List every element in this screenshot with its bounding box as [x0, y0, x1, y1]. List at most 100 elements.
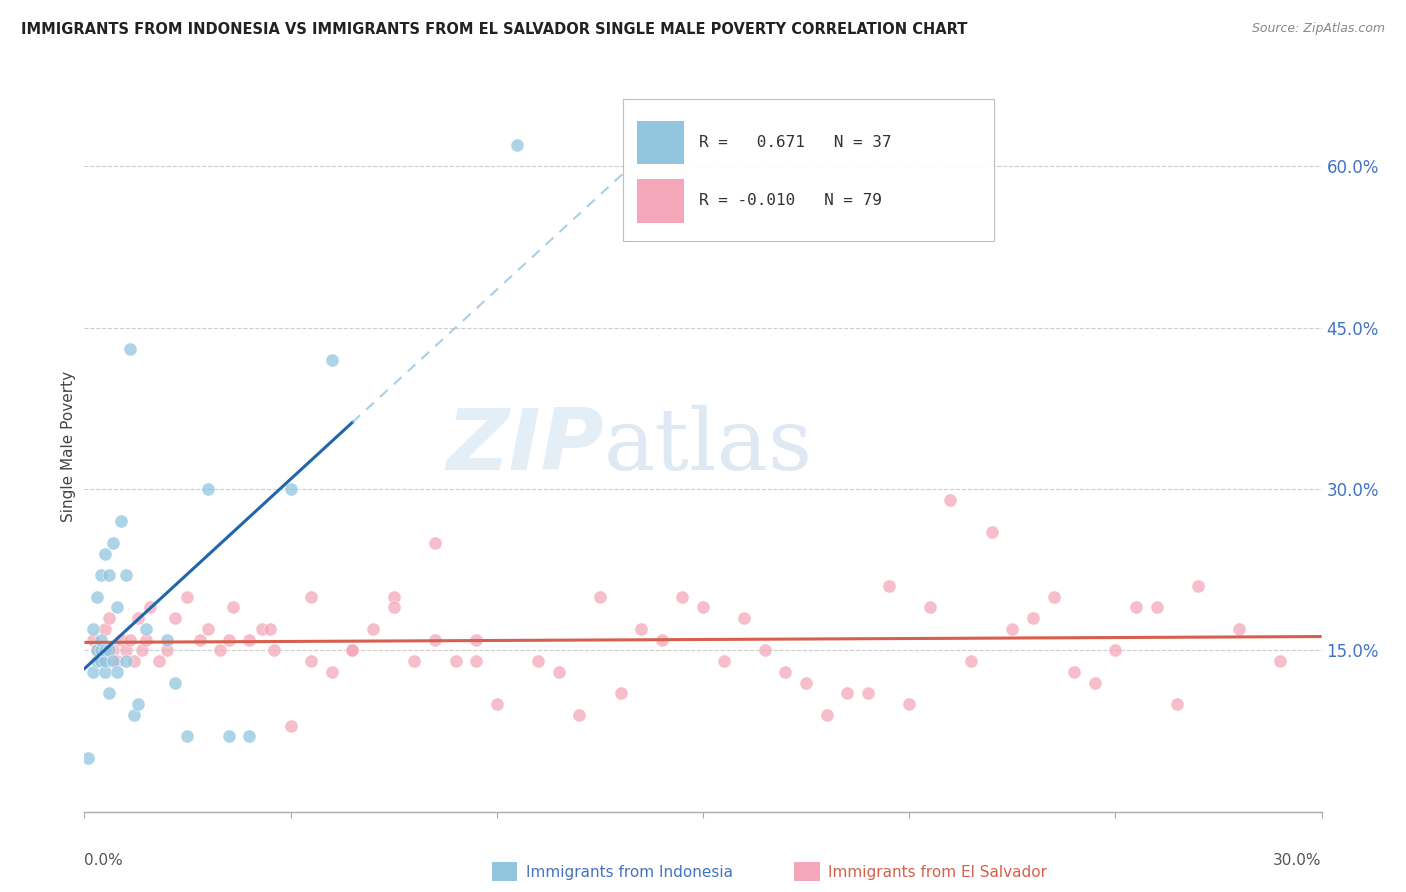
Point [547, 665, 569, 679]
Point [90, 643, 112, 657]
Point [1063, 665, 1085, 679]
Point [98, 611, 121, 625]
Point [165, 611, 187, 625]
Point [82, 665, 104, 679]
Point [135, 622, 157, 636]
Point [105, 600, 128, 615]
Point [609, 686, 631, 700]
Point [692, 600, 714, 615]
Point [1104, 643, 1126, 657]
Point [98, 643, 121, 657]
Point [485, 697, 508, 711]
Point [114, 654, 136, 668]
Text: R =   0.671   N = 37: R = 0.671 N = 37 [699, 135, 891, 150]
Point [960, 654, 983, 668]
Point [1022, 611, 1045, 625]
Point [527, 654, 550, 668]
Point [342, 643, 364, 657]
Point [90, 632, 112, 647]
Point [837, 686, 859, 700]
FancyBboxPatch shape [623, 99, 994, 241]
Point [382, 600, 405, 615]
Point [939, 492, 962, 507]
Point [1187, 579, 1209, 593]
Point [110, 514, 132, 528]
Point [506, 137, 529, 152]
Point [110, 632, 132, 647]
Text: R = -0.010   N = 79: R = -0.010 N = 79 [699, 194, 882, 209]
Point [176, 730, 198, 744]
Point [775, 665, 797, 679]
Point [209, 643, 232, 657]
Point [1146, 600, 1168, 615]
Bar [637, 179, 685, 223]
Point [114, 568, 136, 582]
Point [980, 524, 1002, 539]
Point [1166, 697, 1188, 711]
Point [90, 568, 112, 582]
Point [82, 632, 104, 647]
Point [90, 654, 112, 668]
Point [794, 675, 817, 690]
Point [86, 654, 108, 668]
Point [135, 632, 157, 647]
Point [156, 632, 179, 647]
Point [122, 707, 145, 722]
Point [98, 686, 121, 700]
Point [877, 579, 900, 593]
Point [754, 643, 776, 657]
Point [1084, 675, 1107, 690]
Point [103, 536, 125, 550]
Point [1270, 654, 1292, 668]
Point [118, 342, 141, 356]
Point [733, 611, 755, 625]
Point [263, 643, 285, 657]
Point [156, 643, 179, 657]
Point [114, 643, 136, 657]
Point [103, 654, 125, 668]
Point [918, 600, 941, 615]
Point [856, 686, 879, 700]
Point [218, 730, 240, 744]
Point [139, 600, 162, 615]
Point [589, 590, 612, 604]
Point [250, 622, 273, 636]
Point [127, 611, 149, 625]
Point [321, 353, 343, 368]
Point [361, 622, 384, 636]
Point [86, 643, 108, 657]
Point [1227, 622, 1250, 636]
Text: 30.0%: 30.0% [1274, 853, 1322, 868]
Point [82, 622, 104, 636]
Point [342, 643, 364, 657]
Point [423, 632, 446, 647]
Point [651, 632, 673, 647]
Text: 0.0%: 0.0% [84, 853, 124, 868]
Point [197, 482, 219, 496]
Point [1125, 600, 1147, 615]
Point [321, 665, 343, 679]
Point [98, 568, 121, 582]
Point [77, 751, 100, 765]
Point [259, 622, 281, 636]
Point [1042, 590, 1064, 604]
Point [280, 719, 302, 733]
Point [815, 707, 838, 722]
Point [176, 590, 198, 604]
Point [630, 622, 652, 636]
Point [465, 654, 488, 668]
Point [94, 665, 117, 679]
Point [299, 590, 322, 604]
Point [568, 707, 591, 722]
Point [238, 632, 260, 647]
Point [197, 622, 219, 636]
Point [94, 622, 117, 636]
Point [122, 654, 145, 668]
Point [94, 654, 117, 668]
Point [188, 632, 211, 647]
Point [444, 654, 467, 668]
Point [382, 590, 405, 604]
Point [131, 643, 153, 657]
Point [238, 730, 260, 744]
Point [127, 697, 149, 711]
